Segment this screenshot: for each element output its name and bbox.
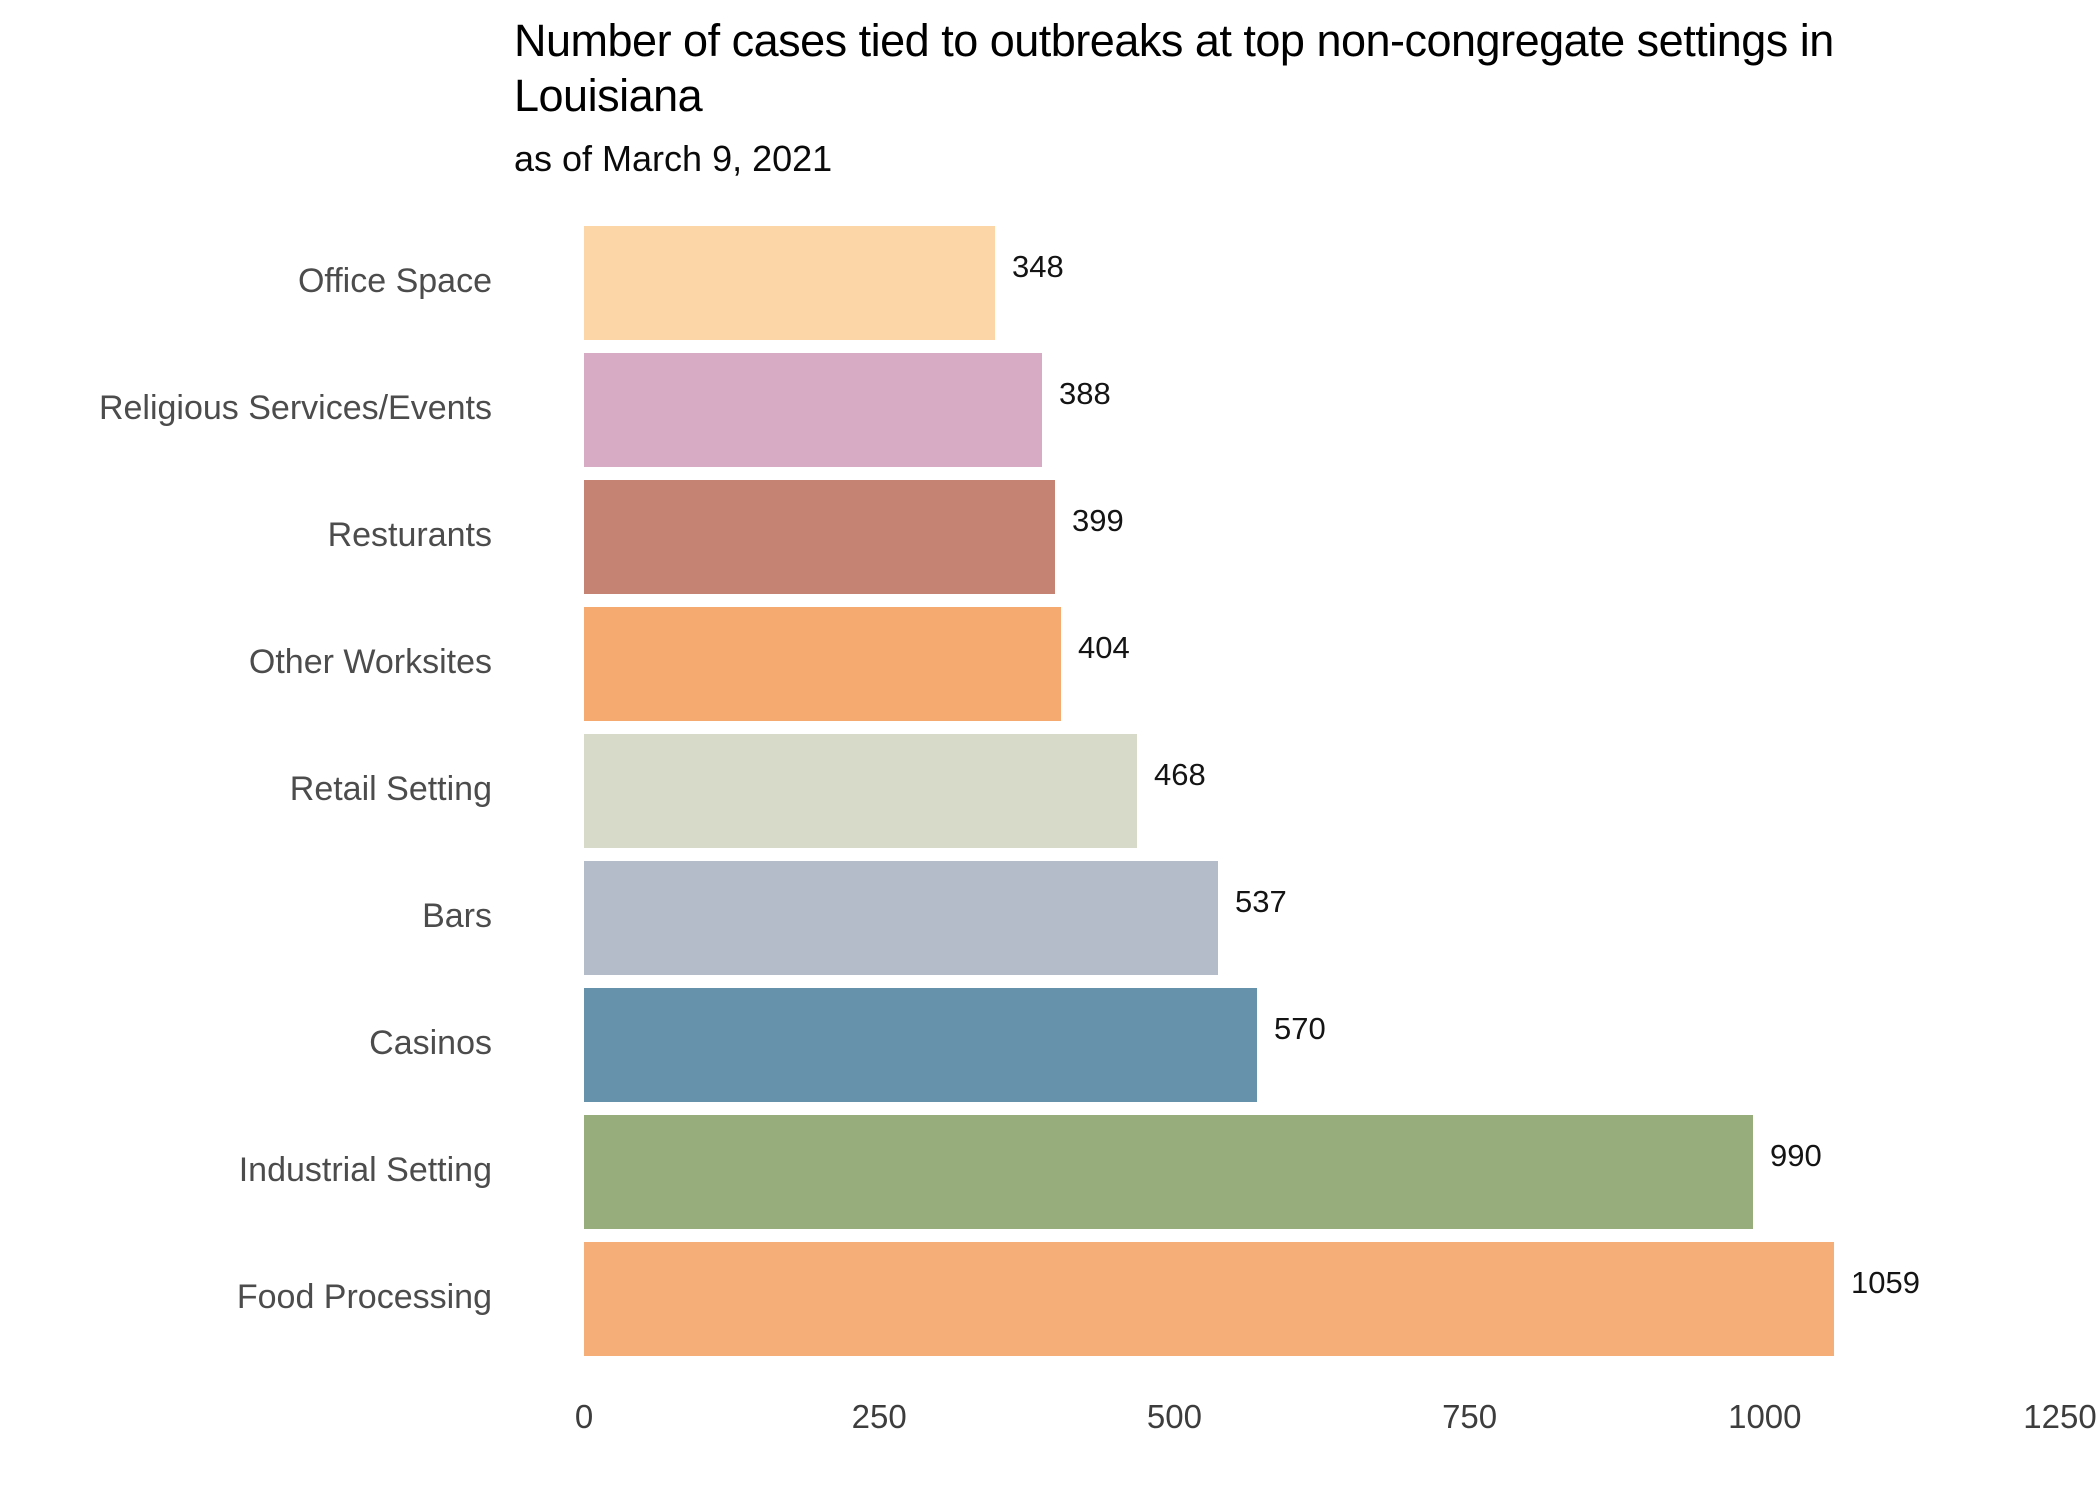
value-label-resturants: 399 <box>1072 503 1124 538</box>
value-label-casinos: 570 <box>1274 1011 1326 1046</box>
bar-industrial-setting <box>584 1115 1753 1229</box>
bar-bars <box>584 861 1218 975</box>
x-tick-750: 750 <box>1442 1398 1498 1435</box>
value-label-industrial-setting: 990 <box>1770 1138 1822 1173</box>
chart-title: Number of cases tied to outbreaks at top… <box>514 15 1834 121</box>
x-tick-250: 250 <box>851 1398 907 1435</box>
bar-food-processing <box>584 1242 1834 1356</box>
value-label-retail-setting: 468 <box>1154 757 1206 792</box>
bar-office-space <box>584 226 995 340</box>
x-tick-1000: 1000 <box>1728 1398 1802 1435</box>
category-label-office-space: Office Space <box>297 262 492 300</box>
category-label-other-worksites: Other Worksites <box>248 643 492 681</box>
bar-religious-services-events <box>584 353 1042 467</box>
bar-casinos <box>584 988 1257 1102</box>
value-label-bars: 537 <box>1235 884 1287 919</box>
x-tick-1250: 1250 <box>2023 1398 2097 1435</box>
x-tick-0: 0 <box>574 1398 594 1435</box>
value-label-food-processing: 1059 <box>1851 1265 1920 1300</box>
bar-other-worksites <box>584 607 1061 721</box>
bar-resturants <box>584 480 1055 594</box>
category-label-resturants: Resturants <box>327 516 492 554</box>
category-label-retail-setting: Retail Setting <box>289 770 492 808</box>
x-tick-500: 500 <box>1146 1398 1202 1435</box>
category-label-bars: Bars <box>422 897 492 935</box>
category-label-casinos: Casinos <box>369 1024 492 1062</box>
category-label-industrial-setting: Industrial Setting <box>238 1151 492 1189</box>
category-label-food-processing: Food Processing <box>236 1278 492 1316</box>
value-label-office-space: 348 <box>1012 249 1064 284</box>
chart-subtitle: as of March 9, 2021 <box>514 138 833 179</box>
category-label-religious-services-events: Religious Services/Events <box>98 389 492 427</box>
value-label-religious-services-events: 388 <box>1059 376 1111 411</box>
value-label-other-worksites: 404 <box>1078 630 1130 665</box>
bar-retail-setting <box>584 734 1137 848</box>
